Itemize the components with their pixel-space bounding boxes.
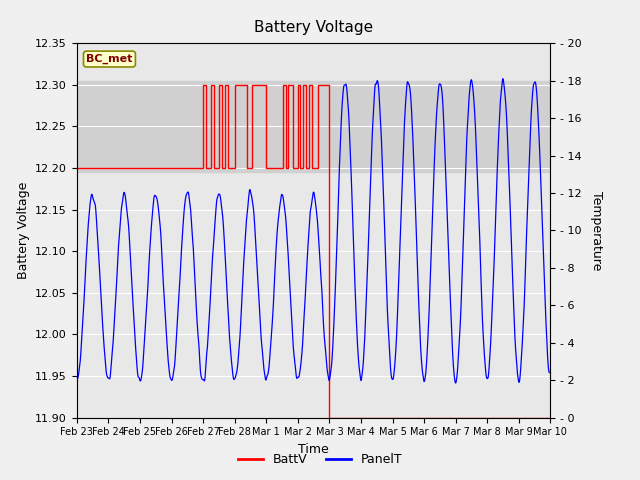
Title: Battery Voltage: Battery Voltage [254,20,373,35]
Y-axis label: Battery Voltage: Battery Voltage [17,182,29,279]
Bar [77,81,550,172]
Y-axis label: Temperature: Temperature [589,191,603,270]
Text: BC_met: BC_met [86,54,132,64]
X-axis label: Time: Time [298,443,329,456]
Legend: BattV, PanelT: BattV, PanelT [232,448,408,471]
